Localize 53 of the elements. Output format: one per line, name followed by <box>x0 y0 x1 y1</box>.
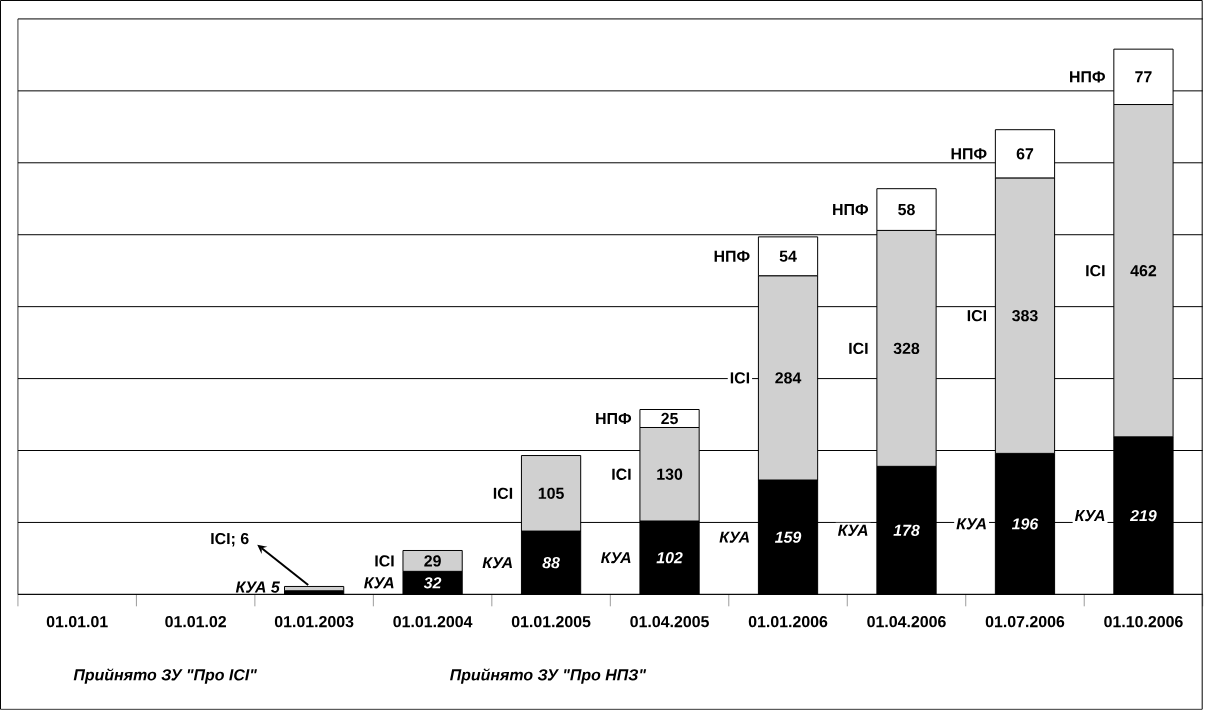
data-label: 383 <box>1012 310 1038 322</box>
text: ICI <box>375 555 394 567</box>
x-tick-label: 01.01.01 <box>46 616 108 628</box>
data-label: 102 <box>656 552 683 564</box>
text: НПФ <box>714 250 750 262</box>
text: НПФ <box>951 148 987 160</box>
text: ICI <box>967 310 986 322</box>
text: КУА <box>235 581 266 593</box>
x-tick-label: 01.07.2006 <box>985 616 1065 628</box>
data-label: 284 <box>775 372 802 384</box>
data-label: 219 <box>1129 510 1157 522</box>
data-label: 67 <box>1016 148 1034 160</box>
text: Прийнято ЗУ "Про ICI" <box>73 668 257 684</box>
data-label: 58 <box>898 203 915 216</box>
text: КУА <box>601 552 631 564</box>
data-label: 54 <box>779 250 797 262</box>
text: ICI <box>849 342 868 355</box>
annotation: ICI; 6 <box>211 532 249 547</box>
data-label: 462 <box>1130 265 1157 277</box>
data-label: 29 <box>424 555 441 567</box>
x-tick-label: 01.04.2005 <box>630 616 709 628</box>
data-label: 130 <box>657 468 683 480</box>
text: ICI <box>612 468 631 480</box>
text: НПФ <box>596 413 632 425</box>
series-label: ICI <box>493 487 513 500</box>
series-label: НПФ <box>1070 71 1105 83</box>
data-label: 159 <box>774 531 802 543</box>
text: КУА <box>956 518 986 530</box>
x-tick-label: 01.10.2006 <box>1104 616 1183 628</box>
x-tick-label: 01.01.2003 <box>274 616 354 628</box>
data-label: 32 <box>423 577 442 589</box>
x-tick-label: 01.01.2005 <box>511 616 591 628</box>
data-label: 105 <box>538 487 564 500</box>
text: КУА <box>1074 510 1105 522</box>
x-tick-label: 01.01.02 <box>165 616 226 628</box>
x-tick-label: 01.01.2006 <box>748 616 828 628</box>
data-label: 88 <box>542 557 560 569</box>
data-label: 5 <box>271 581 280 593</box>
text: ICI <box>730 372 750 384</box>
data-label: 77 <box>1135 71 1152 83</box>
text: ICI <box>1086 265 1105 277</box>
data-label: 196 <box>1011 518 1039 530</box>
text: КУА <box>837 524 868 536</box>
text: Прийнято ЗУ "Про НПЗ" <box>450 668 647 684</box>
text: НПФ <box>833 204 869 216</box>
text: КУА <box>364 577 394 589</box>
text: КУА <box>719 531 749 543</box>
series-label: КУА <box>482 557 512 569</box>
data-label: 25 <box>661 412 678 425</box>
data-label: 178 <box>893 524 920 537</box>
x-tick-label: 01.04.2006 <box>867 616 946 628</box>
data-label: 328 <box>893 342 920 355</box>
x-tick-label: 01.01.2004 <box>393 616 473 628</box>
